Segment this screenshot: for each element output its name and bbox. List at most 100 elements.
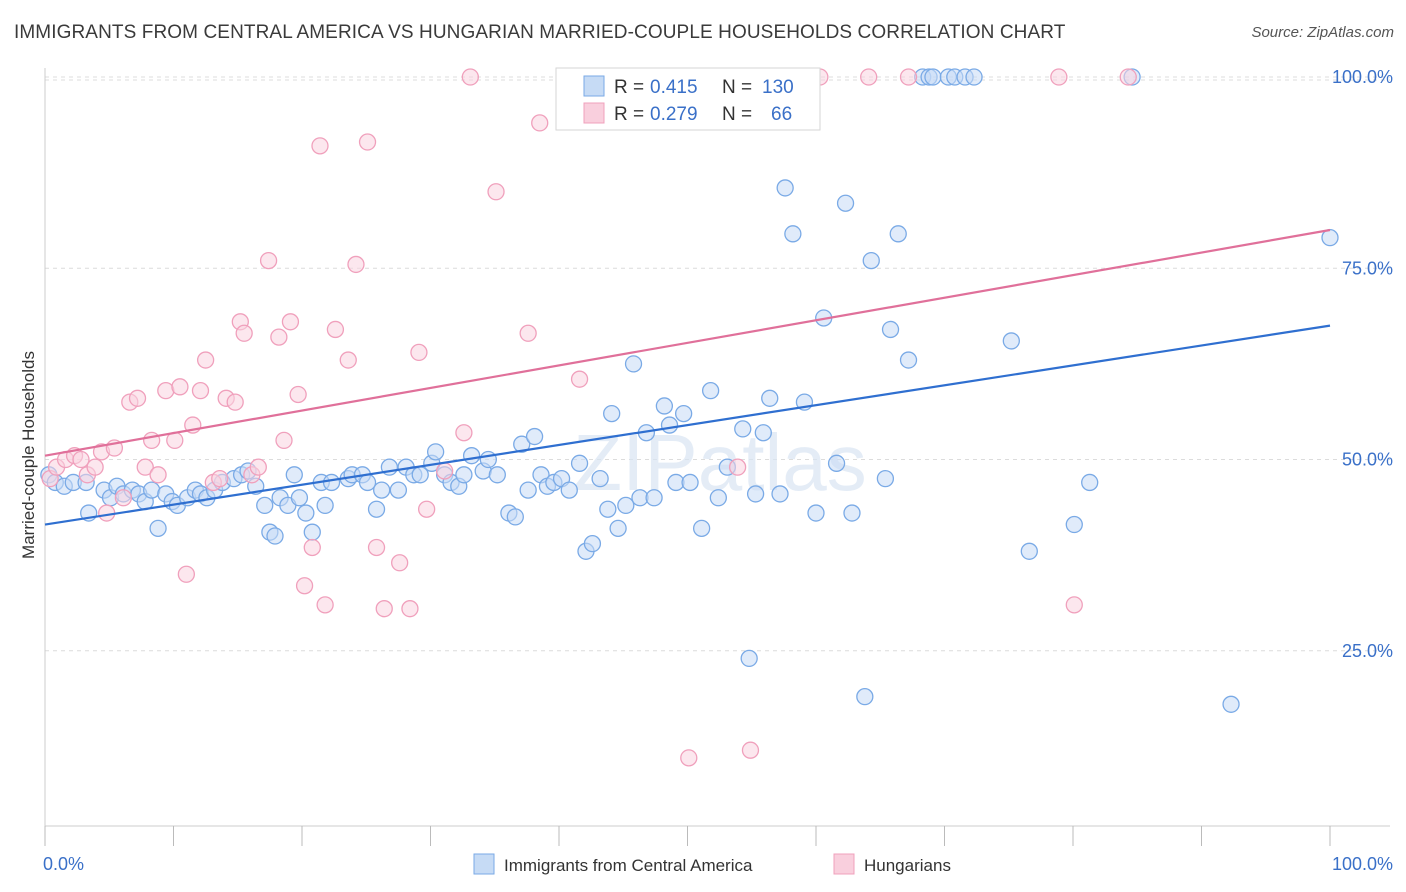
point-central-america [709,489,727,507]
point-central-america [1065,515,1083,534]
point-hungarians [114,489,133,507]
series-central-america [40,68,1339,713]
point-central-america [583,535,602,553]
point-central-america [924,68,942,86]
point-hungarians [136,458,154,476]
point-central-america [519,481,537,499]
point-hungarians [235,324,253,342]
y-axis-label: Married-couple Households [19,351,38,559]
point-central-america [761,389,779,407]
point-hungarians [270,328,288,346]
point-hungarians [391,554,409,572]
point-central-america [389,481,408,499]
point-hungarians [455,424,473,442]
point-central-america [149,519,167,537]
point-central-america [899,351,918,369]
legend-swatch-blue [473,853,495,875]
point-hungarians [1119,68,1137,86]
point-hungarians [570,370,589,388]
point-central-america [570,454,589,472]
point-central-america [426,443,445,461]
point-central-america [645,489,663,507]
point-central-america [1002,332,1020,350]
point-hungarians [316,596,334,614]
point-hungarians [1065,596,1083,614]
point-central-america [746,485,765,503]
point-central-america [1081,473,1099,492]
point-hungarians [295,577,314,595]
point-central-america [624,355,643,373]
point-hungarians [358,133,377,151]
point-central-america [1321,228,1339,247]
point-central-america [143,481,161,499]
point-hungarians [259,251,278,270]
point-central-america [290,489,309,507]
point-hungarians [196,351,215,369]
point-central-america [373,481,391,499]
stats-r-label-pink: R = [614,104,644,125]
point-central-america [599,500,617,518]
point-central-america [827,454,846,472]
point-central-america [836,194,855,212]
stats-n-label-blue: N = [722,77,752,98]
point-central-america [285,466,303,484]
point-hungarians [326,320,345,339]
point-central-america [367,500,386,518]
legend-swatch-pink [833,853,855,875]
x-tick-label-max: 100.0% [1332,854,1393,874]
point-hungarians [487,183,505,201]
point-central-america [856,688,874,706]
stats-r-blue: 0.415 [650,77,698,98]
point-central-america [322,473,341,492]
point-hungarians [303,538,321,557]
point-central-america [603,404,621,423]
point-central-america [681,473,699,492]
trend-line-hungarians [44,228,1331,457]
point-central-america [462,447,481,465]
chart-title: IMMIGRANTS FROM CENTRAL AMERICA VS HUNGA… [14,22,1066,43]
point-hungarians [86,458,104,476]
point-central-america [771,485,789,503]
stats-swatch-pink [583,102,605,124]
point-hungarians [435,462,454,480]
point-hungarians [191,381,210,400]
point-central-america [617,496,635,515]
point-central-america [655,397,674,415]
point-hungarians [171,378,189,396]
point-central-america [843,504,861,522]
y-tick-label: 50.0% [1342,450,1393,470]
stats-r-pink: 0.279 [650,104,698,125]
grid-lines [45,76,1390,652]
point-central-america [881,320,900,339]
point-central-america [316,496,334,515]
point-hungarians [461,68,479,86]
point-hungarians [728,458,747,476]
point-central-america [965,68,983,86]
point-central-america [660,416,679,434]
point-hungarians [289,385,307,404]
point-hungarians [249,458,267,476]
point-central-america [358,473,377,492]
point-hungarians [128,389,147,407]
point-hungarians [339,351,357,369]
point-hungarians [347,255,365,274]
point-hungarians [531,114,549,132]
legend: Immigrants from Central America Hungaria… [473,853,951,875]
point-central-america [479,450,497,469]
point-central-america [674,404,693,423]
x-tick-label-min: 0.0% [43,854,84,874]
point-central-america [1020,542,1038,560]
point-central-america [692,519,711,537]
y-tick-label: 75.0% [1342,258,1393,278]
point-hungarians [417,500,436,518]
legend-label-pink: Hungarians [864,856,951,875]
stats-n-label-pink: N = [722,104,752,125]
trend-lines [44,228,1331,526]
point-hungarians [149,466,167,484]
y-tick-label: 25.0% [1342,641,1393,661]
point-hungarians [741,741,760,759]
point-central-america [776,179,794,197]
axes [44,68,1390,846]
point-central-america [609,519,627,537]
point-central-america [525,427,544,446]
